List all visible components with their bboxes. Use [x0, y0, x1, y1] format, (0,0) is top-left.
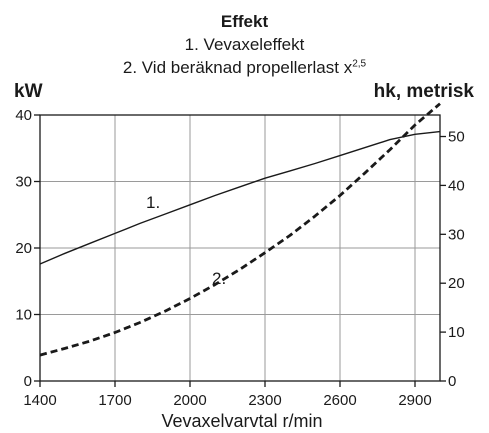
y-tick-label: 20: [15, 240, 32, 257]
series-1-line: [39, 130, 441, 265]
y-tick-label: 40: [15, 107, 32, 124]
y2-tick-label: 20: [448, 275, 465, 292]
y2-tick-label: 50: [448, 129, 465, 146]
axis-ticks: 1400 1700 2000 2300 2600 2900 0 10 20 30 40 0 10 20 30…: [15, 107, 464, 409]
y-tick-label: 10: [15, 307, 32, 324]
x-tick-label: 1700: [98, 392, 131, 409]
x-tick-label: 2900: [398, 392, 431, 409]
series-2-line: [39, 102, 441, 357]
y2-tick-label: 10: [448, 324, 465, 341]
series-group: [39, 102, 441, 357]
y-axis-unit-right: hk, metrisk: [374, 81, 475, 102]
x-tick-label: 2300: [248, 392, 281, 409]
chart-subtitle-2-exponent: 2,5: [352, 58, 367, 70]
grid-lines: [40, 115, 440, 381]
x-tick-label: 2000: [173, 392, 206, 409]
chart-title: Effekt: [220, 12, 269, 31]
chart-subtitle-2-text: 2. Vid beräknad propellerlast x: [122, 58, 353, 77]
y-axis-unit-left: kW: [14, 81, 43, 102]
x-axis-label: Vevaxelvarvtal r/min: [161, 411, 322, 431]
chart-subtitle-1: 1. Vevaxeleffekt: [184, 35, 305, 54]
y-tick-label: 30: [15, 174, 32, 191]
y-tick-label: 0: [24, 373, 32, 390]
y2-tick-label: 40: [448, 177, 465, 194]
series-2-label: 2.: [212, 269, 226, 288]
series-1-label: 1.: [146, 193, 160, 212]
chart-subtitle-2: 2. Vid beräknad propellerlast x2,5: [0, 58, 489, 78]
y2-tick-label: 30: [448, 226, 465, 243]
x-tick-label: 1400: [23, 392, 56, 409]
x-tick-label: 2600: [323, 392, 356, 409]
y2-tick-label: 0: [448, 373, 456, 390]
